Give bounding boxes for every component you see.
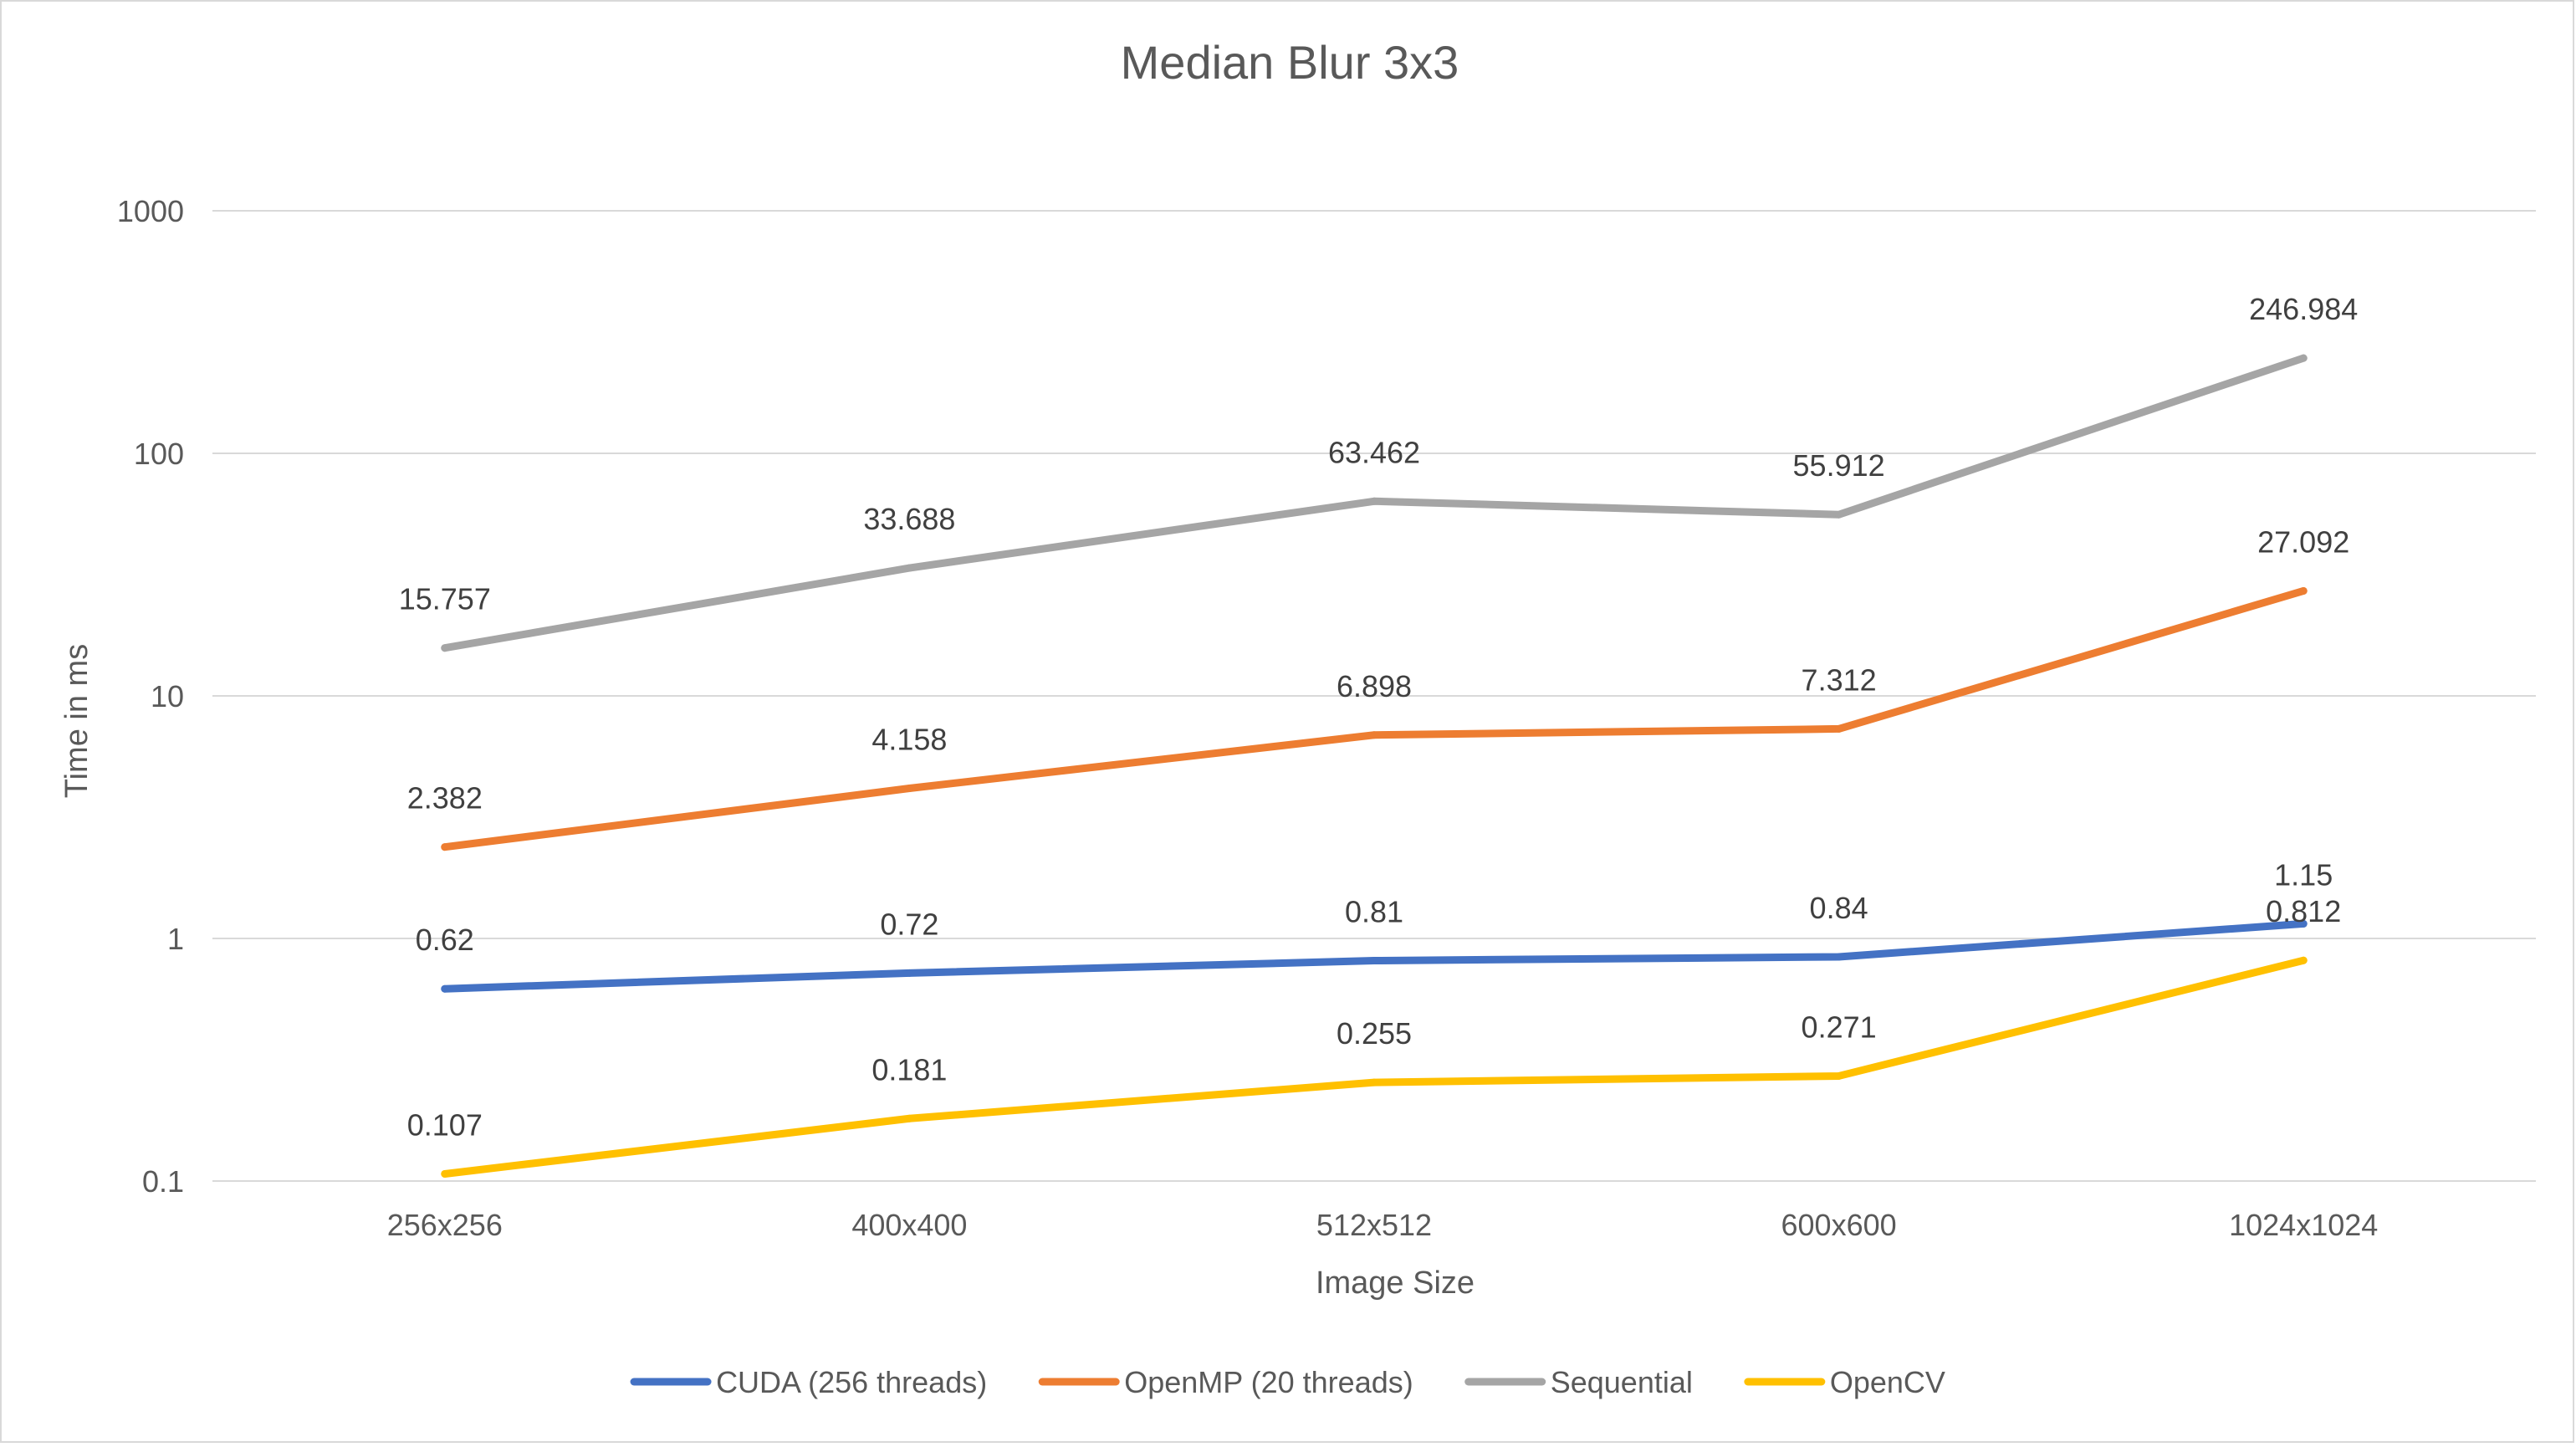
data-label: 27.092	[2257, 524, 2349, 559]
legend-item: OpenCV	[1744, 1365, 1945, 1399]
data-point	[2299, 919, 2308, 928]
data-label: 0.84	[1810, 891, 1868, 925]
data-label: 0.81	[1345, 895, 1403, 929]
data-point	[1835, 724, 1843, 733]
y-tick-label: 1	[167, 922, 184, 956]
x-tick-label: 512x512	[1316, 1208, 1432, 1242]
y-tick-label: 0.1	[142, 1164, 184, 1199]
data-point	[1835, 1071, 1843, 1080]
data-label: 246.984	[2249, 292, 2358, 326]
data-label: 0.72	[880, 907, 938, 941]
data-label: 4.158	[871, 723, 947, 757]
data-point	[2299, 354, 2308, 362]
data-label: 0.812	[2266, 894, 2341, 928]
x-tick-label: 400x400	[851, 1208, 967, 1242]
data-point	[1835, 510, 1843, 519]
data-point	[905, 785, 913, 793]
data-point	[1835, 953, 1843, 961]
y-axis-title: Time in ms	[59, 644, 95, 798]
legend-label: OpenMP (20 threads)	[1124, 1365, 1413, 1399]
data-point	[441, 644, 449, 652]
legend: CUDA (256 threads) OpenMP (20 threads) Seq…	[630, 1365, 1945, 1399]
data-point	[2299, 586, 2308, 595]
data-label: 33.688	[863, 502, 955, 536]
data-point	[441, 1169, 449, 1178]
data-label: 0.255	[1337, 1016, 1412, 1051]
data-point	[1370, 731, 1378, 739]
data-label: 15.757	[399, 582, 491, 616]
x-axis-ticks: 256x256 400x400 512x512 600x600 1024x1024	[387, 1208, 2379, 1242]
x-tick-label: 600x600	[1781, 1208, 1897, 1242]
data-label: 0.271	[1802, 1010, 1877, 1044]
data-label: 1.15	[2274, 857, 2333, 892]
legend-label: OpenCV	[1830, 1365, 1945, 1399]
data-point	[905, 1114, 913, 1122]
legend-label: Sequential	[1551, 1365, 1693, 1399]
data-point	[1370, 497, 1378, 505]
legend-item: OpenMP (20 threads)	[1038, 1365, 1413, 1399]
series-line-cuda-256-threads	[441, 919, 2308, 993]
x-axis-title: Image Size	[1316, 1265, 1475, 1301]
data-labels: 0.62 0.72 0.81 0.84 1.15 2.382 4.158 6.898 7.312…	[399, 292, 2359, 1142]
data-label: 0.107	[407, 1107, 483, 1142]
series-line-opencv	[441, 956, 2308, 1178]
data-point	[441, 843, 449, 851]
y-tick-label: 1000	[117, 194, 184, 228]
legend-item: CUDA (256 threads)	[630, 1365, 987, 1399]
y-tick-label: 100	[134, 437, 184, 471]
data-label: 0.62	[416, 923, 474, 957]
data-point	[1370, 1078, 1378, 1087]
x-tick-label: 256x256	[387, 1208, 503, 1242]
data-label: 0.181	[871, 1052, 947, 1087]
data-point	[1370, 957, 1378, 965]
data-label: 6.898	[1337, 669, 1412, 703]
data-point	[441, 984, 449, 993]
data-label: 55.912	[1793, 448, 1885, 483]
x-tick-label: 1024x1024	[2229, 1208, 2378, 1242]
legend-label: CUDA (256 threads)	[716, 1365, 987, 1399]
data-label: 63.462	[1328, 435, 1420, 469]
y-tick-label: 10	[151, 679, 184, 713]
series-line-openmp-20-threads	[441, 586, 2308, 851]
data-label: 2.382	[407, 781, 483, 816]
series-lines	[441, 354, 2308, 1178]
data-point	[905, 969, 913, 977]
legend-item: Sequential	[1464, 1365, 1693, 1399]
data-point	[2299, 956, 2308, 964]
data-label: 7.312	[1802, 662, 1877, 697]
chart-title: Median Blur 3x3	[1121, 36, 1459, 89]
y-axis-ticks: 0.1 1 10 100 1000	[117, 194, 184, 1199]
data-point	[905, 564, 913, 572]
